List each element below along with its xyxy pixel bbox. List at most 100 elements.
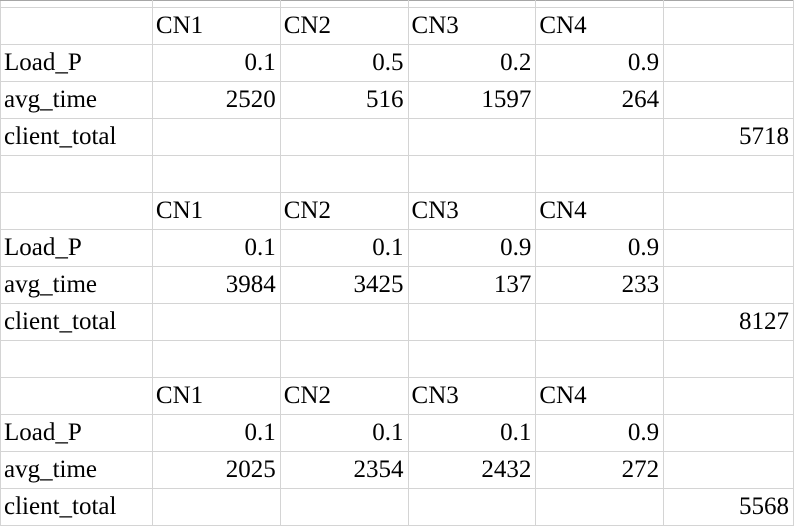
header-cell-cn3[interactable]: CN3 — [407, 7, 537, 45]
header-cell-cn1[interactable]: CN1 — [151, 377, 281, 415]
cell[interactable] — [407, 0, 537, 8]
value-cell[interactable]: 0.9 — [407, 229, 537, 267]
cell[interactable] — [0, 7, 153, 45]
cell[interactable] — [151, 303, 281, 341]
value-cell[interactable]: 2025 — [151, 451, 281, 489]
cell[interactable] — [535, 155, 665, 193]
cell[interactable] — [279, 118, 409, 156]
value-cell[interactable]: 0.9 — [535, 229, 665, 267]
cell[interactable] — [0, 155, 153, 193]
value-cell[interactable]: 0.1 — [151, 44, 281, 82]
cell[interactable] — [663, 44, 794, 82]
value-cell[interactable]: 2432 — [407, 451, 537, 489]
cell[interactable] — [663, 377, 794, 415]
cell[interactable] — [535, 118, 665, 156]
value-cell[interactable]: 0.1 — [151, 414, 281, 452]
cell[interactable] — [0, 340, 153, 378]
cell[interactable] — [663, 7, 794, 45]
value-cell[interactable]: 2354 — [279, 451, 409, 489]
row-label-client-total[interactable]: client_total — [0, 303, 153, 341]
value-cell[interactable]: 2520 — [151, 81, 281, 119]
header-cell-cn3[interactable]: CN3 — [407, 192, 537, 230]
avg-time-row: avg_time 2025 2354 2432 272 — [0, 451, 794, 489]
client-total-value[interactable]: 5718 — [663, 118, 794, 156]
header-cell-cn1[interactable]: CN1 — [151, 7, 281, 45]
value-cell[interactable]: 0.1 — [279, 414, 409, 452]
cell[interactable] — [663, 0, 794, 8]
client-total-row: client_total 8127 — [0, 303, 794, 341]
cell[interactable] — [279, 155, 409, 193]
value-cell[interactable]: 3425 — [279, 266, 409, 304]
cell[interactable] — [663, 414, 794, 452]
value-cell[interactable]: 516 — [279, 81, 409, 119]
cell[interactable] — [407, 155, 537, 193]
row-label-client-total[interactable]: client_total — [0, 488, 153, 526]
row-label-load[interactable]: Load_P — [0, 44, 153, 82]
header-cell-cn4[interactable]: CN4 — [535, 7, 665, 45]
header-row: CN1 CN2 CN3 CN4 — [0, 192, 794, 230]
client-total-row: client_total 5718 — [0, 118, 794, 156]
cell[interactable] — [407, 303, 537, 341]
cell[interactable] — [279, 488, 409, 526]
header-cell-cn4[interactable]: CN4 — [535, 192, 665, 230]
cell[interactable] — [279, 340, 409, 378]
grid-top-edge-row — [0, 0, 794, 8]
avg-time-row: avg_time 2520 516 1597 264 — [0, 81, 794, 119]
row-label-avg-time[interactable]: avg_time — [0, 266, 153, 304]
cell[interactable] — [663, 229, 794, 267]
value-cell[interactable]: 233 — [535, 266, 665, 304]
header-cell-cn2[interactable]: CN2 — [279, 192, 409, 230]
header-cell-cn1[interactable]: CN1 — [151, 192, 281, 230]
cell[interactable] — [535, 0, 665, 8]
cell[interactable] — [407, 118, 537, 156]
cell[interactable] — [535, 340, 665, 378]
value-cell[interactable]: 0.2 — [407, 44, 537, 82]
value-cell[interactable]: 1597 — [407, 81, 537, 119]
row-label-avg-time[interactable]: avg_time — [0, 81, 153, 119]
row-label-load[interactable]: Load_P — [0, 414, 153, 452]
header-cell-cn2[interactable]: CN2 — [279, 7, 409, 45]
cell[interactable] — [535, 303, 665, 341]
avg-time-row: avg_time 3984 3425 137 233 — [0, 266, 794, 304]
value-cell[interactable]: 0.1 — [407, 414, 537, 452]
client-total-row: client_total 5568 — [0, 488, 794, 526]
cell[interactable] — [0, 377, 153, 415]
cell[interactable] — [407, 488, 537, 526]
value-cell[interactable]: 264 — [535, 81, 665, 119]
row-label-client-total[interactable]: client_total — [0, 118, 153, 156]
cell[interactable] — [535, 488, 665, 526]
header-cell-cn4[interactable]: CN4 — [535, 377, 665, 415]
cell[interactable] — [151, 155, 281, 193]
cell[interactable] — [407, 340, 537, 378]
header-cell-cn2[interactable]: CN2 — [279, 377, 409, 415]
cell[interactable] — [663, 451, 794, 489]
value-cell[interactable]: 3984 — [151, 266, 281, 304]
cell[interactable] — [0, 0, 153, 8]
cell[interactable] — [663, 155, 794, 193]
cell[interactable] — [0, 192, 153, 230]
client-total-value[interactable]: 8127 — [663, 303, 794, 341]
row-label-load[interactable]: Load_P — [0, 229, 153, 267]
value-cell[interactable]: 0.9 — [535, 44, 665, 82]
cell[interactable] — [279, 303, 409, 341]
row-label-avg-time[interactable]: avg_time — [0, 451, 153, 489]
cell[interactable] — [663, 81, 794, 119]
cell[interactable] — [151, 118, 281, 156]
value-cell[interactable]: 0.1 — [279, 229, 409, 267]
cell[interactable] — [279, 0, 409, 8]
cell[interactable] — [151, 488, 281, 526]
value-cell[interactable]: 0.9 — [535, 414, 665, 452]
empty-row — [0, 155, 794, 193]
client-total-value[interactable]: 5568 — [663, 488, 794, 526]
value-cell[interactable]: 0.1 — [151, 229, 281, 267]
cell[interactable] — [663, 192, 794, 230]
header-cell-cn3[interactable]: CN3 — [407, 377, 537, 415]
cell[interactable] — [663, 340, 794, 378]
cell[interactable] — [151, 0, 281, 8]
value-cell[interactable]: 272 — [535, 451, 665, 489]
cell[interactable] — [151, 340, 281, 378]
value-cell[interactable]: 137 — [407, 266, 537, 304]
value-cell[interactable]: 0.5 — [279, 44, 409, 82]
cell[interactable] — [663, 266, 794, 304]
